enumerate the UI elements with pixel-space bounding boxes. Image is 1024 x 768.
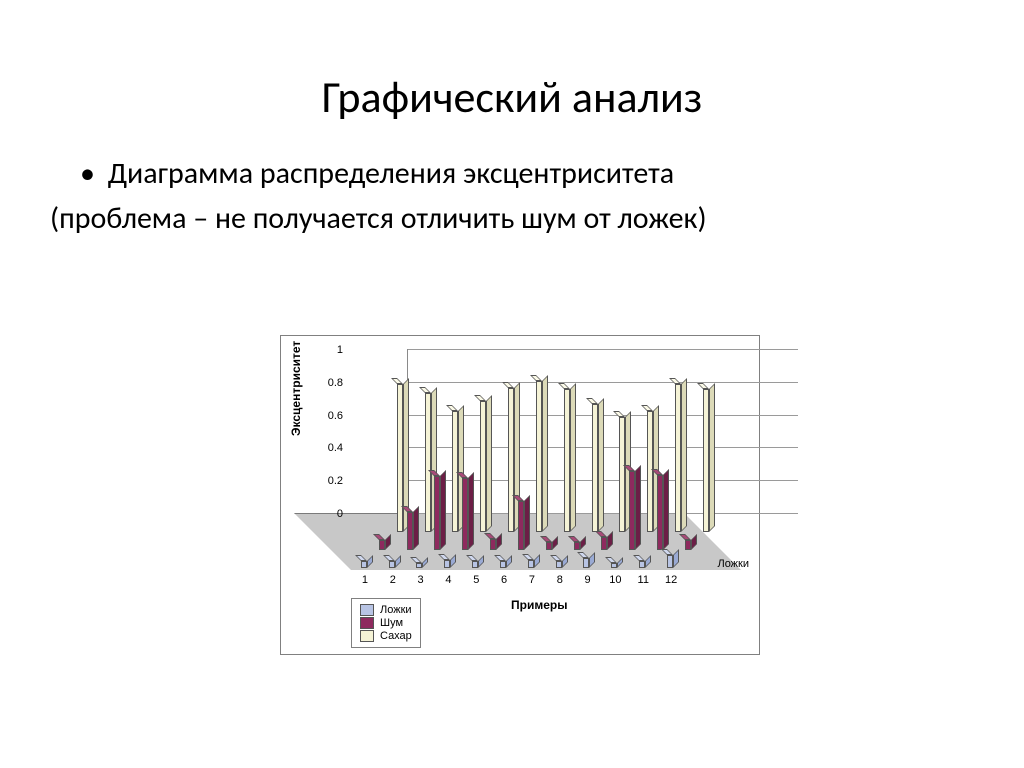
x-tick-label: 3 <box>418 574 424 586</box>
x-tick-label: 6 <box>501 574 507 586</box>
bar <box>500 561 506 568</box>
legend-item: Шум <box>360 617 412 629</box>
bar <box>564 389 570 532</box>
legend-label: Сахар <box>380 630 412 642</box>
legend-item: Сахар <box>360 630 412 642</box>
bar <box>397 384 403 532</box>
x-tick-label: 2 <box>390 574 396 586</box>
bar <box>583 558 589 568</box>
bar <box>528 560 534 568</box>
bar <box>675 384 681 532</box>
legend-swatch <box>360 604 374 616</box>
x-tick-label: 8 <box>557 574 563 586</box>
x-tick-label: 7 <box>529 574 535 586</box>
legend-label: Шум <box>380 617 403 629</box>
bar <box>389 561 395 568</box>
y-tick-label: 0.6 <box>323 410 343 422</box>
bar <box>425 393 431 532</box>
bar <box>703 389 709 532</box>
legend: ЛожкиШумСахар <box>351 598 421 648</box>
y-tick-label: 0.8 <box>323 377 343 389</box>
bar <box>685 540 691 550</box>
y-tick-label: 0.4 <box>323 442 343 454</box>
bar <box>574 542 580 550</box>
bar <box>619 417 625 532</box>
chart-container: Эксцентриситет 00.20.40.60.81 1234567891… <box>280 335 760 655</box>
x-tick-label: 1 <box>362 574 368 586</box>
legend-item: Ложки <box>360 604 412 616</box>
x-tick-label: 5 <box>473 574 479 586</box>
bar <box>667 555 673 568</box>
bar <box>556 561 562 568</box>
y-tick-label: 1 <box>323 344 343 356</box>
y-tick-label: 0.2 <box>323 475 343 487</box>
x-tick-label: 4 <box>445 574 451 586</box>
body-paren: (проблема – не получается отличить шум о… <box>50 199 964 238</box>
bar <box>601 537 607 550</box>
x-tick-label: 9 <box>585 574 591 586</box>
bar <box>629 471 635 550</box>
legend-swatch <box>360 617 374 629</box>
bar <box>536 381 542 532</box>
slide-container: Графический анализ Диаграмма распределен… <box>0 0 1024 768</box>
bullet-list: Диаграмма распределения эксцентриситета <box>50 154 964 193</box>
page-title: Графический анализ <box>0 70 1024 124</box>
x-tick-label: 10 <box>609 574 621 586</box>
y-axis-label: Эксцентриситет <box>289 341 303 436</box>
bar <box>480 401 486 532</box>
bar <box>639 561 645 568</box>
body-text: Диаграмма распределения эксцентриситета … <box>50 154 964 238</box>
bar <box>462 478 468 550</box>
bar <box>546 542 552 550</box>
bar <box>434 476 440 550</box>
bar <box>444 560 450 568</box>
x-axis-label: Примеры <box>511 598 567 612</box>
bar <box>416 563 422 568</box>
bar <box>361 561 367 568</box>
bar <box>472 561 478 568</box>
legend-label: Ложки <box>380 604 412 616</box>
plot-area <box>351 350 741 570</box>
bars-layer <box>351 350 741 570</box>
legend-swatch <box>360 630 374 642</box>
x-tick-label: 12 <box>665 574 677 586</box>
bar <box>592 404 598 532</box>
bar <box>379 540 385 550</box>
bar <box>407 512 413 550</box>
x-tick-label: 11 <box>638 574 649 586</box>
bar <box>490 539 496 550</box>
bar <box>508 388 514 532</box>
bar <box>657 475 663 550</box>
depth-axis-label: Ложки <box>717 558 749 570</box>
y-tick-label: 0 <box>323 508 343 520</box>
bar <box>518 501 524 550</box>
bullet-item: Диаграмма распределения эксцентриситета <box>80 154 964 193</box>
bar <box>611 563 617 568</box>
